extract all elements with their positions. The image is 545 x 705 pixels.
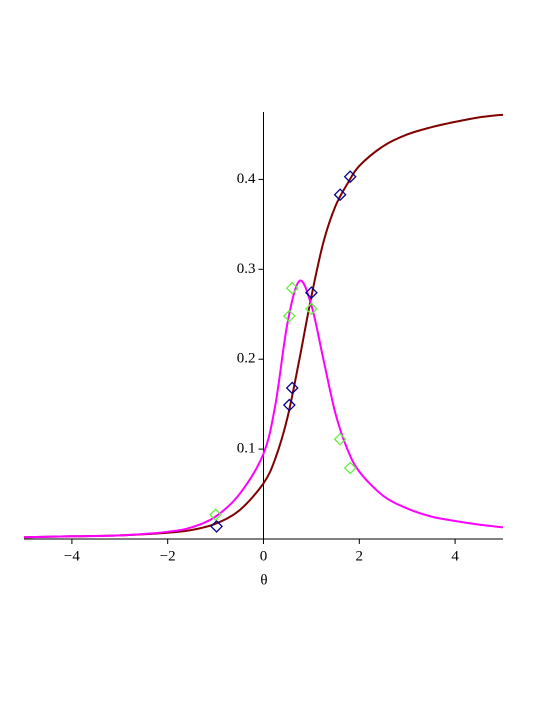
diamond-marker <box>333 188 347 202</box>
x-tick-label: 0 <box>260 548 268 564</box>
diamond-marker <box>304 286 318 300</box>
x-axis-label: θ <box>260 572 267 588</box>
diamond-marker <box>285 281 299 295</box>
curve <box>23 113 504 539</box>
diamond-marker <box>333 432 347 446</box>
y-tick-label: 0.4 <box>237 171 256 187</box>
y-tick-label: 0.1 <box>237 441 256 457</box>
x-tick-label: 4 <box>451 548 459 564</box>
y-tick-label: 0.2 <box>237 351 256 367</box>
x-tick-label: 2 <box>356 548 364 564</box>
diamond-marker <box>209 508 223 522</box>
diamond-marker <box>282 309 296 323</box>
x-tick-label: −4 <box>64 548 80 564</box>
diamond-marker <box>343 461 357 475</box>
diamond-marker <box>210 519 223 533</box>
diamond-marker <box>282 398 296 412</box>
x-tick-label: −2 <box>160 548 176 564</box>
diamond-marker <box>285 381 299 395</box>
diamond-marker <box>343 170 357 184</box>
y-tick-label: 0.3 <box>237 261 256 277</box>
diamond-marker <box>304 302 318 316</box>
curve <box>23 279 504 539</box>
